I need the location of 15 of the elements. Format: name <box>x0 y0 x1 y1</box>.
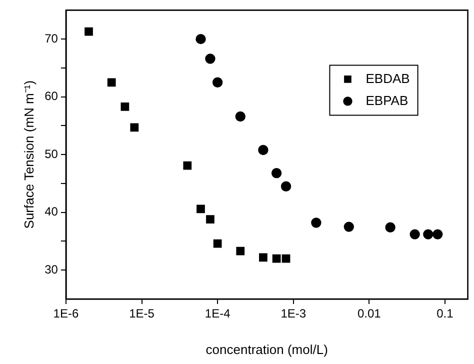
x-tick-label: 1E-4 <box>204 306 231 321</box>
x-axis-title: concentration (mol/L) <box>206 342 328 357</box>
x-tick-label: 1E-3 <box>280 306 306 321</box>
x-tick-label: 0.01 <box>357 306 382 321</box>
y-tick-label: 30 <box>44 262 58 276</box>
y-axis-title: Surface Tension (mN m⁻¹) <box>21 80 36 229</box>
y-tick-label: 60 <box>44 89 58 104</box>
x-tick-label: 0.1 <box>436 306 454 321</box>
y-tick-label: 50 <box>44 146 58 161</box>
x-tick-label: 1E-6 <box>53 306 79 321</box>
y-tick-label: 70 <box>44 31 58 46</box>
legend-label: EBPAB <box>366 92 408 108</box>
legend-label: EBDAB <box>366 70 410 86</box>
y-tick-label: 40 <box>44 204 58 219</box>
x-tick-label: 1E-5 <box>129 306 155 321</box>
